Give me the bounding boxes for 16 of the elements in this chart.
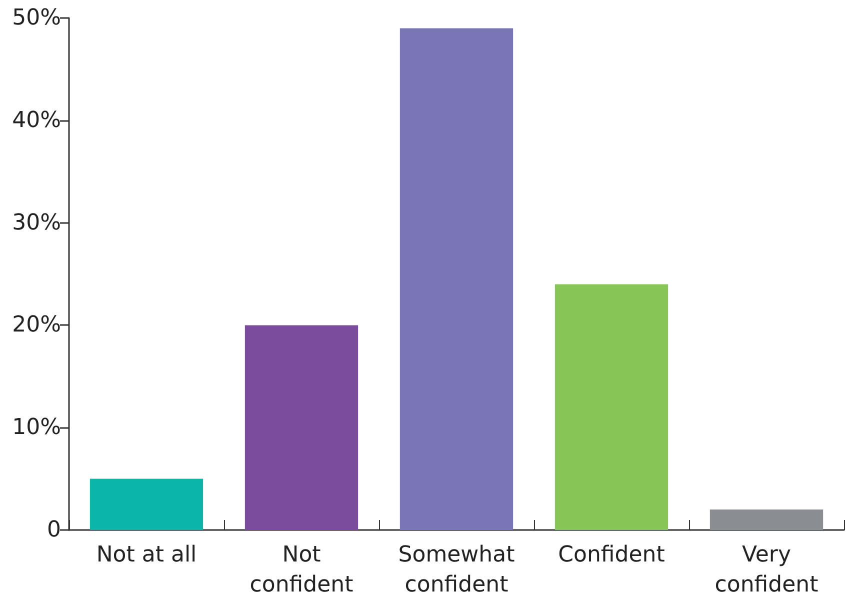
y-tick-label: 0 [47, 518, 61, 542]
bar [400, 28, 514, 530]
x-tick-label: Confident [558, 542, 666, 568]
bar [554, 284, 668, 530]
bar [244, 325, 358, 530]
y-tick-label: 50% [12, 6, 61, 30]
bar [90, 478, 204, 530]
y-tick-label: 30% [12, 210, 61, 236]
y-tick-label: 20% [12, 312, 61, 338]
bar [710, 510, 824, 530]
x-tick-label: Somewhat confident [398, 542, 516, 598]
y-tick-label: 40% [12, 108, 61, 133]
x-tick-label: Not confident [250, 542, 354, 598]
x-tick-label: Very confident [714, 542, 819, 598]
x-tick-label: Not at all [96, 542, 197, 568]
y-tick-label: 10% [12, 415, 61, 440]
